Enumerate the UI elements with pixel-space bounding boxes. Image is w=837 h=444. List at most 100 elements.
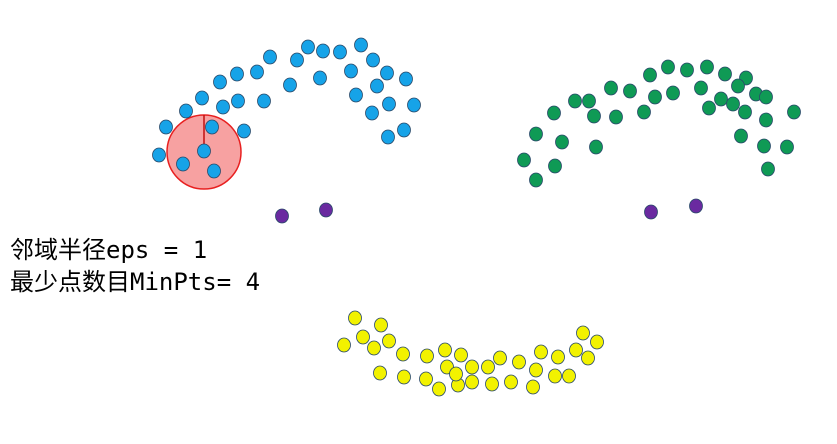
- cluster-bottom-point: [493, 350, 507, 366]
- cluster-bottom-point: [419, 371, 433, 387]
- cluster-left-point: [313, 70, 327, 86]
- cluster-right-point: [648, 89, 662, 105]
- cluster-right-point: [555, 134, 569, 150]
- cluster-left-point: [237, 123, 251, 139]
- cluster-bottom-point: [432, 381, 446, 397]
- cluster-right-point: [666, 85, 680, 101]
- cluster-left-point: [365, 105, 379, 121]
- cluster-bottom-point: [449, 366, 463, 382]
- cluster-bottom-point: [485, 376, 499, 392]
- cluster-bottom-point: [569, 342, 583, 358]
- cluster-right-point: [517, 152, 531, 168]
- cluster-right-point: [529, 126, 543, 142]
- cluster-bottom-point: [373, 365, 387, 381]
- cluster-left-point: [344, 63, 358, 79]
- noise-point: [275, 208, 289, 224]
- cluster-right-point: [609, 109, 623, 125]
- cluster-left-point: [290, 52, 304, 68]
- cluster-left-point: [333, 44, 347, 60]
- cluster-left-point: [179, 103, 193, 119]
- cluster-right-point: [568, 93, 582, 109]
- cluster-right-point: [702, 100, 716, 116]
- cluster-right-point: [529, 172, 543, 188]
- cluster-left-point: [382, 96, 396, 112]
- cluster-bottom-point: [551, 349, 565, 365]
- cluster-bottom-point: [590, 334, 604, 350]
- cluster-bottom-point: [337, 337, 351, 353]
- cluster-left-point: [257, 93, 271, 109]
- cluster-right-point: [694, 80, 708, 96]
- cluster-left-point: [381, 129, 395, 145]
- cluster-left-point: [370, 78, 384, 94]
- cluster-bottom-point: [465, 359, 479, 375]
- cluster-bottom-point: [454, 347, 468, 363]
- cluster-left-point: [380, 65, 394, 81]
- noise-point: [689, 198, 703, 214]
- cluster-left-point: [250, 64, 264, 80]
- cluster-right-point: [761, 161, 775, 177]
- cluster-right-points: [517, 59, 801, 188]
- noise-point: [319, 202, 333, 218]
- cluster-right-point: [780, 139, 794, 155]
- cluster-left-point: [159, 119, 173, 135]
- cluster-bottom-point: [548, 368, 562, 384]
- cluster-left-point: [176, 156, 190, 172]
- cluster-bottom-point: [348, 310, 362, 326]
- cluster-right-point: [787, 104, 801, 120]
- cluster-bottom-point: [581, 350, 595, 366]
- cluster-right-point: [547, 105, 561, 121]
- cluster-right-point: [726, 96, 740, 112]
- cluster-left-point: [230, 66, 244, 82]
- cluster-left-point: [263, 49, 277, 65]
- cluster-right-point: [661, 59, 675, 75]
- cluster-bottom-point: [382, 333, 396, 349]
- cluster-right-point: [757, 138, 771, 154]
- cluster-left-point: [231, 93, 245, 109]
- cluster-right-point: [604, 80, 618, 96]
- cluster-left-point: [195, 90, 209, 106]
- cluster-left-points: [152, 37, 421, 179]
- cluster-right-point: [587, 108, 601, 124]
- cluster-right-point: [582, 93, 596, 109]
- noise-point: [644, 204, 658, 220]
- cluster-right-point: [680, 62, 694, 78]
- cluster-right-point: [623, 83, 637, 99]
- cluster-bottom-point: [576, 325, 590, 341]
- cluster-right-point: [738, 104, 752, 120]
- cluster-bottom-point: [396, 346, 410, 362]
- cluster-left-point: [283, 77, 297, 93]
- cluster-bottom-point: [529, 362, 543, 378]
- cluster-left-point: [207, 163, 221, 179]
- cluster-left-point: [349, 87, 363, 103]
- minpts-parameter-label: 最少点数目MinPts= 4: [10, 268, 261, 296]
- noise-points: [275, 198, 703, 224]
- cluster-right-point: [731, 78, 745, 94]
- cluster-right-point: [718, 66, 732, 82]
- cluster-right-point: [759, 112, 773, 128]
- cluster-bottom-point: [512, 354, 526, 370]
- cluster-right-point: [700, 59, 714, 75]
- eps-parameter-label: 邻域半径eps = 1: [10, 236, 208, 264]
- cluster-bottom-point: [562, 368, 576, 384]
- cluster-left-point: [216, 99, 230, 115]
- cluster-right-point: [759, 89, 773, 105]
- cluster-bottom-points: [337, 310, 604, 397]
- cluster-left-point: [197, 143, 211, 159]
- cluster-bottom-point: [504, 374, 518, 390]
- cluster-bottom-point: [367, 340, 381, 356]
- cluster-right-point: [589, 139, 603, 155]
- cluster-left-point: [316, 43, 330, 59]
- cluster-left-point: [366, 52, 380, 68]
- cluster-bottom-point: [526, 379, 540, 395]
- cluster-left-point: [407, 97, 421, 113]
- cluster-bottom-point: [356, 329, 370, 345]
- cluster-bottom-point: [420, 348, 434, 364]
- cluster-left-point: [397, 122, 411, 138]
- cluster-left-point: [301, 39, 315, 55]
- cluster-right-point: [548, 158, 562, 174]
- cluster-bottom-point: [481, 359, 495, 375]
- cluster-right-point: [734, 128, 748, 144]
- cluster-bottom-point: [438, 342, 452, 358]
- cluster-bottom-point: [374, 317, 388, 333]
